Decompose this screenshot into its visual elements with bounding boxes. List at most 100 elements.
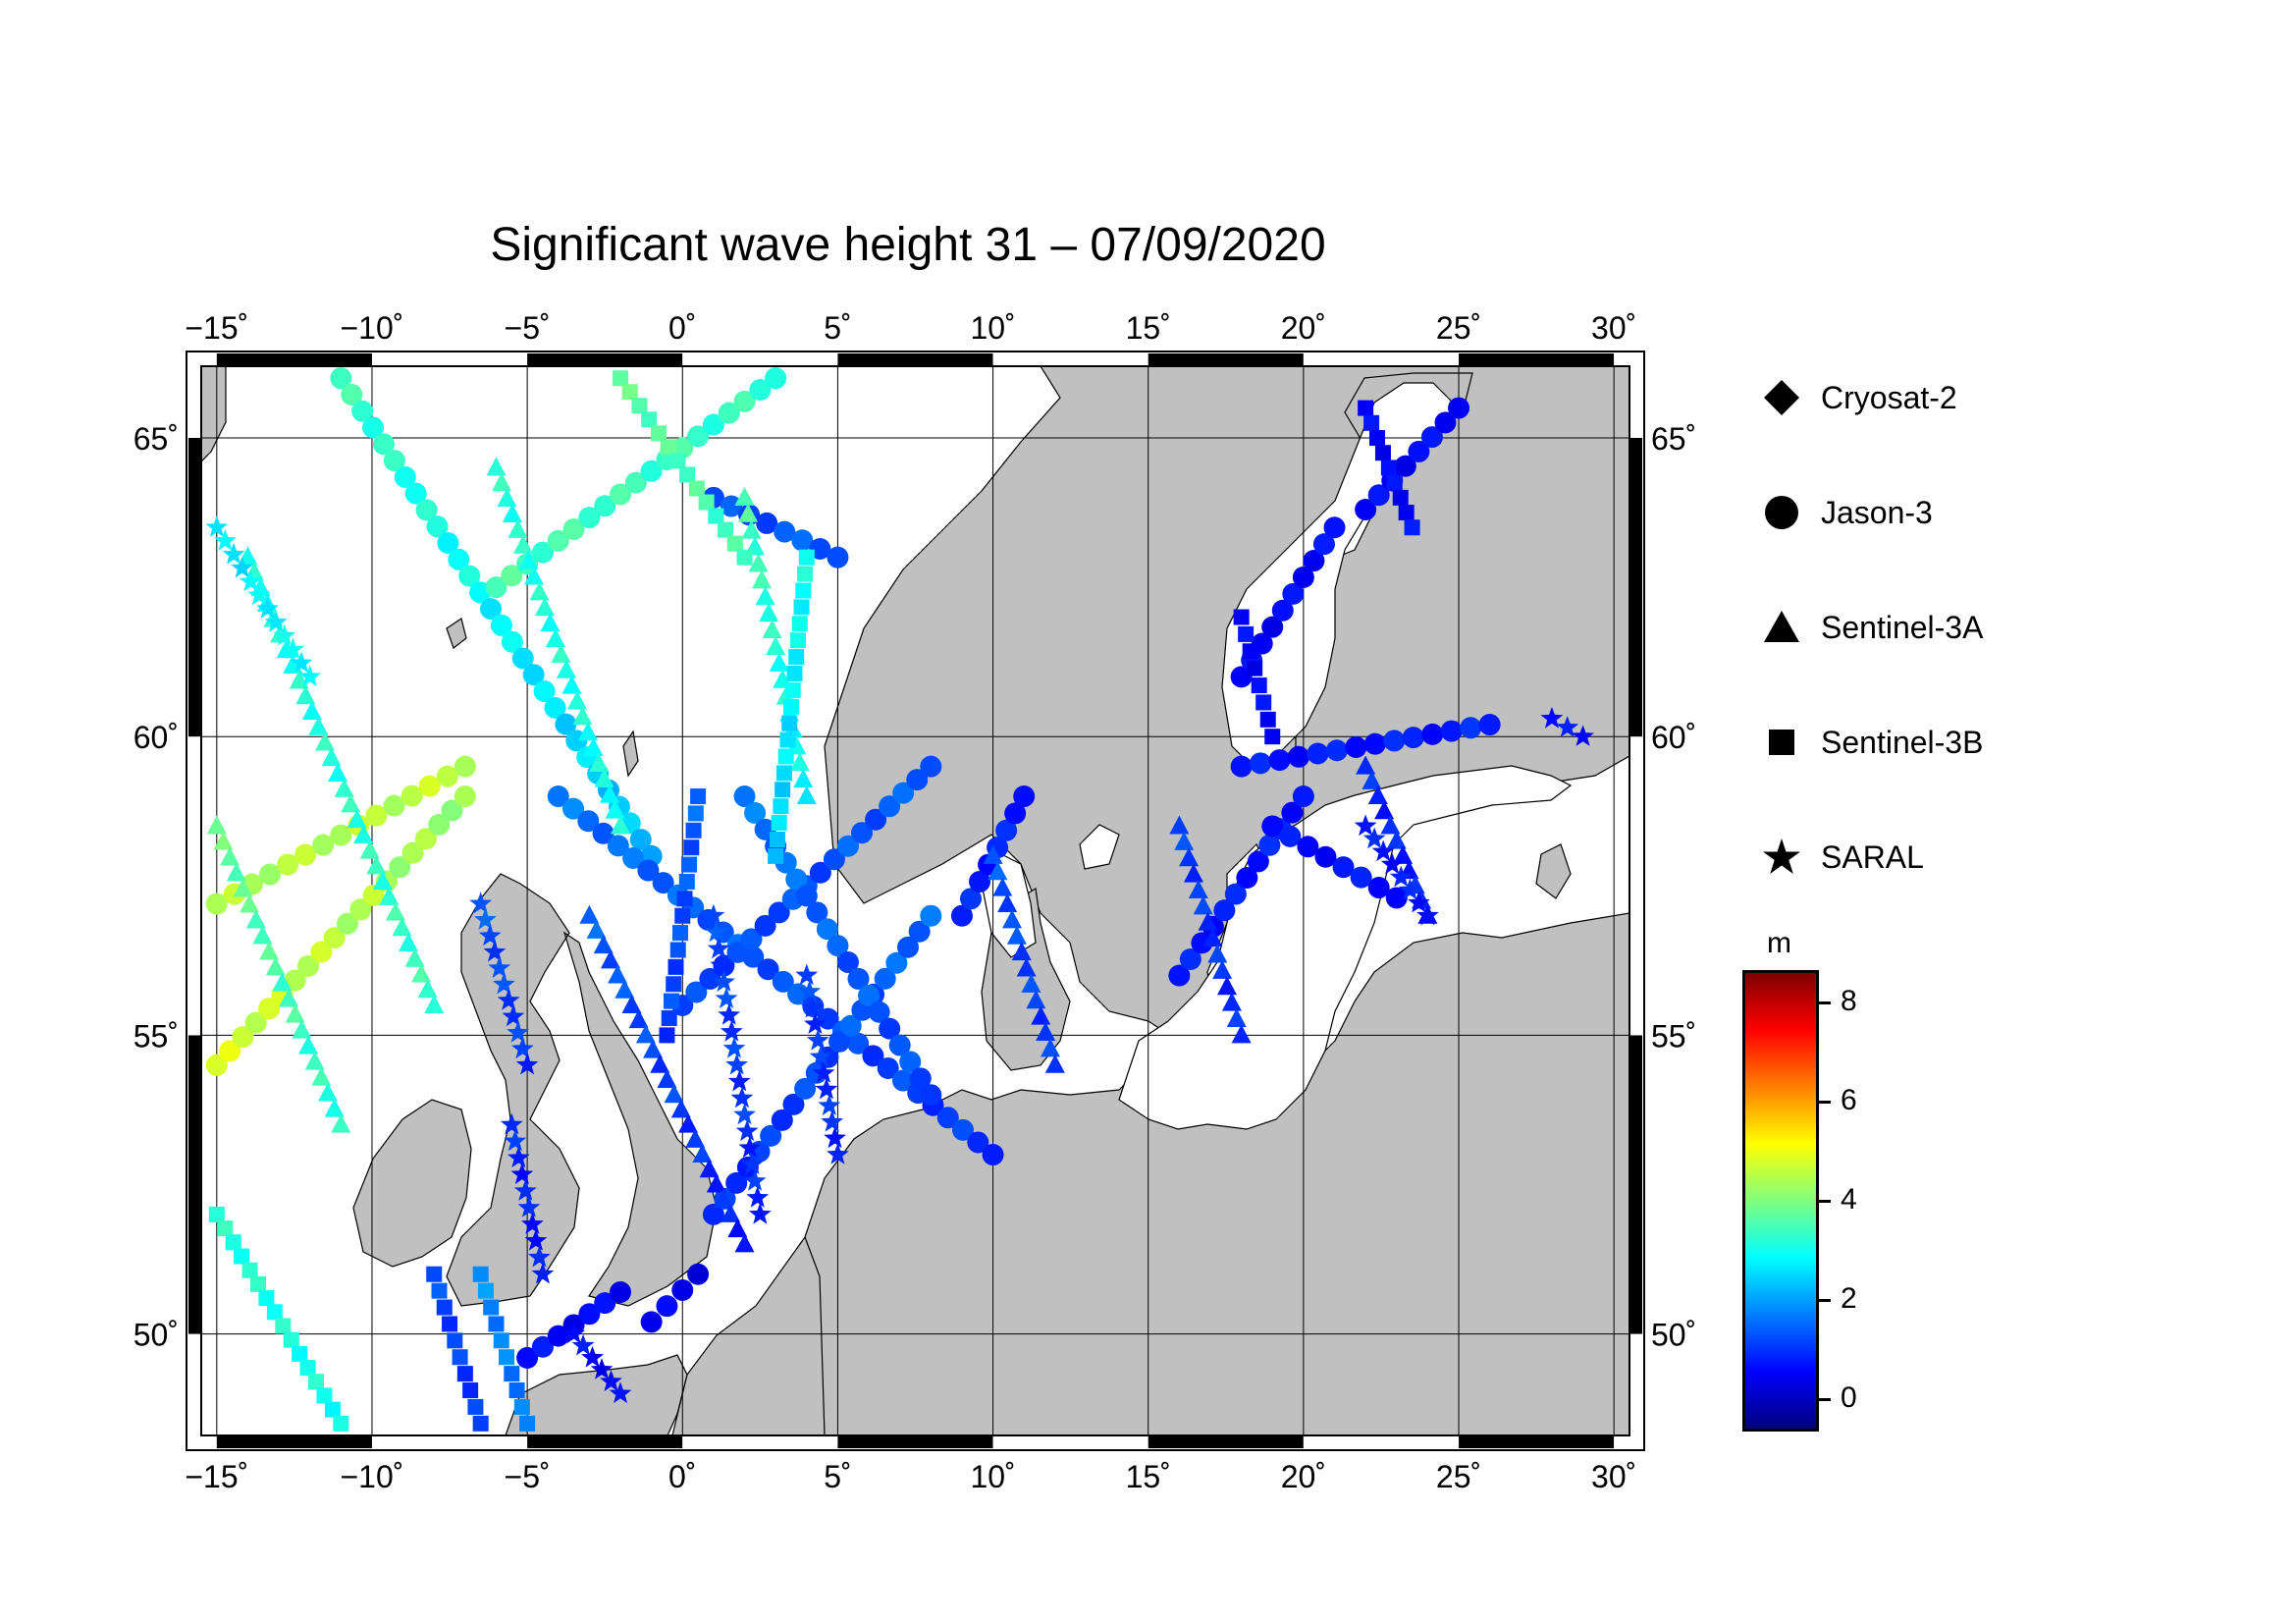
triangle-marker	[628, 1009, 649, 1029]
star-marker	[722, 1036, 746, 1058]
triangle-marker	[265, 956, 286, 976]
star-marker	[483, 940, 507, 962]
circle-marker	[294, 843, 317, 866]
triangle-marker	[621, 994, 642, 1013]
square-marker	[690, 788, 707, 805]
circle-marker	[959, 888, 982, 910]
frame-ticks	[188, 353, 1642, 1448]
star-marker	[298, 665, 322, 687]
lon-tick-label: −5˚	[505, 310, 551, 346]
frame-segment	[682, 353, 838, 365]
circle-marker	[772, 970, 794, 993]
great-britain-land	[446, 873, 718, 1307]
star-marker	[720, 1020, 743, 1042]
lon-tick-label: 0˚	[668, 310, 696, 346]
triangle-marker	[404, 947, 425, 967]
square-marker	[774, 782, 791, 798]
star-marker	[521, 1213, 544, 1234]
square-marker	[333, 1415, 349, 1432]
legend-label: SARAL	[1821, 839, 1924, 875]
circle-marker	[490, 614, 512, 636]
circle-marker	[351, 400, 374, 422]
circle-marker	[485, 576, 507, 599]
triangle-marker	[392, 917, 412, 937]
colorbar-tick	[1819, 1101, 1831, 1105]
lowlands-france-land	[671, 1235, 826, 1435]
triangle-marker	[366, 855, 387, 875]
star-marker	[507, 1021, 529, 1043]
triangle-marker	[551, 643, 571, 663]
triangle-marker	[272, 972, 293, 992]
circle-marker	[1247, 850, 1269, 873]
triangle-marker	[250, 577, 271, 597]
lon-tick-label: 10˚	[970, 1459, 1015, 1494]
square-marker	[225, 1234, 241, 1251]
circle-marker	[401, 841, 424, 864]
circle-marker	[906, 769, 929, 791]
square-marker	[442, 1316, 458, 1332]
square-marker	[1404, 519, 1420, 536]
square-marker	[504, 1366, 520, 1382]
star-marker	[801, 996, 824, 1018]
circle-marker	[823, 848, 845, 871]
circle-marker	[868, 1001, 890, 1023]
star-marker	[798, 980, 822, 1001]
lake-vanern	[1079, 824, 1120, 870]
triangle-marker	[608, 964, 628, 984]
circle-marker	[562, 517, 585, 540]
lat-tick-label: 60˚	[133, 720, 179, 755]
circle-marker	[414, 828, 437, 850]
triangle-marker	[1036, 1022, 1056, 1042]
triangle-marker	[734, 486, 755, 506]
circle-marker	[383, 450, 405, 472]
triangle-marker	[983, 844, 1003, 864]
square-marker	[669, 453, 686, 469]
square-marker	[788, 649, 805, 666]
circle-marker	[936, 1107, 959, 1129]
square-marker	[436, 1299, 453, 1316]
circle-marker	[982, 1144, 1004, 1166]
circle-marker	[1292, 566, 1314, 588]
triangle-marker	[1179, 847, 1200, 867]
square-marker	[685, 822, 702, 839]
triangle-marker	[1026, 990, 1046, 1009]
square-marker	[1247, 660, 1263, 676]
circle-marker	[785, 868, 808, 891]
star-marker	[264, 611, 288, 632]
circle-marker	[877, 1056, 899, 1079]
triangle-marker	[738, 503, 759, 522]
frame-segment	[1630, 438, 1642, 737]
square-marker	[1259, 711, 1276, 728]
square-marker	[234, 1248, 250, 1265]
circle-marker	[908, 920, 931, 943]
triangle-marker	[657, 1069, 677, 1089]
triangle-marker	[220, 846, 240, 866]
lon-tick-label: 15˚	[1126, 310, 1171, 346]
square-marker	[1386, 474, 1403, 491]
star-marker	[804, 1012, 827, 1034]
triangle-marker	[1021, 973, 1041, 993]
square-marker	[790, 632, 807, 649]
circle-marker	[415, 499, 438, 521]
circle-marker	[720, 495, 742, 517]
star-marker	[741, 1153, 764, 1174]
circle-marker	[1230, 755, 1253, 778]
triangle-marker	[1367, 785, 1388, 805]
triangle-marker	[314, 731, 335, 751]
circle-marker	[1460, 717, 1482, 739]
circle-marker	[1191, 932, 1213, 954]
triangle-marker	[988, 861, 1008, 881]
triangle-marker	[1393, 844, 1414, 864]
triangle-marker	[399, 933, 419, 952]
star-marker	[231, 556, 254, 578]
diamond-icon	[1762, 378, 1801, 417]
circle-marker	[330, 367, 352, 390]
circle-marker	[323, 927, 346, 949]
square-marker	[499, 1349, 515, 1366]
colorbar-tick-label: 0	[1841, 1380, 1857, 1414]
star-marker	[1572, 725, 1594, 746]
circle-marker	[458, 565, 481, 587]
lon-tick-label: 10˚	[970, 310, 1015, 346]
square-marker	[1264, 729, 1281, 745]
